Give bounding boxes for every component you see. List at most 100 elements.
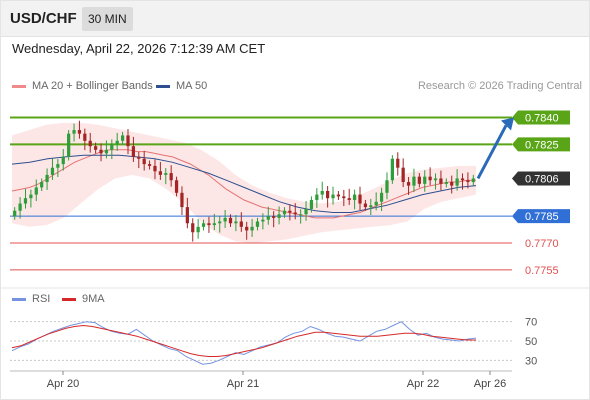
level-label-0.7755: 0.7755 (525, 265, 559, 277)
candle-body (385, 180, 389, 193)
candle-body (94, 146, 98, 150)
rsi-ma-label: 9MA (82, 293, 105, 305)
chart-header: USD/CHF 30 MIN (0, 0, 590, 37)
candle-body (239, 221, 243, 227)
candle-body (201, 223, 206, 227)
x-tick-label-Apr-22: Apr 22 (407, 378, 439, 390)
candle-body (304, 208, 308, 215)
candle-body (369, 205, 373, 208)
candle-body (412, 176, 416, 186)
legend-ma50: MA 50 (156, 80, 207, 92)
candle-body (423, 176, 427, 184)
ma20-line (11, 149, 476, 219)
candle-body (131, 146, 136, 157)
projection-arrow-head (501, 117, 514, 131)
rsi-tick-70: 70 (525, 317, 537, 329)
candle-body (444, 182, 448, 184)
candle-body (401, 167, 405, 183)
candle-body (433, 178, 438, 181)
candle-body (245, 226, 249, 231)
candle-body (466, 180, 470, 183)
legend-rsi: RSI (12, 293, 50, 305)
level-tag-0.7825 (512, 137, 570, 152)
candle-body (342, 196, 346, 199)
candle-body (169, 173, 173, 181)
level-tag-0.7840 (512, 110, 570, 125)
candle-body (406, 182, 411, 186)
candle-body (40, 182, 44, 188)
candle-body (196, 226, 200, 233)
candle-body (13, 210, 17, 217)
candle-body (234, 221, 238, 224)
ma50-label: MA 50 (176, 80, 208, 92)
candle-body (191, 223, 195, 233)
candle-body (137, 156, 141, 159)
symbol-label: USD/CHF (10, 10, 77, 27)
rsi-tick-50: 50 (525, 336, 537, 348)
rsi-swatch (12, 297, 26, 301)
candle-body (277, 214, 281, 218)
x-tick-label-Apr-20: Apr 20 (47, 378, 79, 390)
candle-body (120, 135, 125, 141)
candle-body (104, 149, 109, 154)
level-label-0.7840: 0.7840 (525, 113, 559, 125)
candle-body (153, 165, 157, 172)
legend-ma20: MA 20 + Bollinger Bands (12, 80, 153, 92)
candle-body (417, 176, 421, 184)
level-label-0.7806: 0.7806 (525, 173, 559, 185)
candle-body (115, 140, 119, 145)
candle-body (99, 149, 103, 154)
level-label-0.7770: 0.7770 (525, 238, 559, 250)
candle-body (439, 178, 443, 184)
candle-body (299, 214, 303, 216)
candle-body (50, 167, 55, 175)
candle-body (363, 203, 368, 208)
candle-body (207, 223, 211, 226)
candle-body (185, 207, 189, 224)
candle-body (61, 156, 65, 165)
candle-body (126, 135, 130, 147)
level-tag-0.7785 (512, 209, 570, 224)
candle-body (266, 216, 270, 220)
candle-body (174, 180, 179, 193)
candle-body (379, 192, 384, 202)
bollinger-band (12, 122, 476, 243)
candle-body (158, 171, 162, 175)
level-tag-0.7806 (512, 171, 570, 186)
candle-body (212, 223, 216, 226)
timestamp: Wednesday, April 22, 2026 7:12:39 AM CET (12, 41, 266, 56)
candle-body (77, 130, 82, 134)
level-label-0.7825: 0.7825 (525, 139, 559, 151)
candle-body (358, 194, 362, 204)
candle-body (315, 194, 319, 200)
candle-body (142, 158, 146, 165)
candle-body (255, 221, 260, 227)
candle-body (450, 182, 454, 186)
timeframe-badge[interactable]: 30 MIN (82, 7, 133, 31)
candle-body (223, 217, 227, 222)
candle-body (309, 199, 314, 209)
rsi-ma-swatch (62, 297, 76, 301)
candle-body (164, 173, 168, 175)
candle-body (347, 198, 351, 200)
candle-body (218, 221, 222, 224)
rsi-ma-line (11, 324, 476, 357)
legend-rsi-ma: 9MA (62, 293, 105, 305)
candle-body (83, 133, 87, 141)
candle-body (326, 191, 330, 199)
candle-body (455, 178, 459, 186)
candle-body (261, 219, 265, 222)
candle-body (288, 210, 292, 213)
rsi-tick-30: 30 (525, 355, 537, 367)
candle-body (67, 133, 71, 157)
candle-body (72, 130, 76, 134)
ma50-swatch (156, 84, 170, 88)
candle-body (471, 178, 475, 183)
ma50-line (11, 154, 477, 213)
candle-body (147, 164, 152, 166)
candle-body (396, 158, 400, 168)
rsi-line (11, 321, 477, 365)
projection-arrow-shaft (476, 124, 508, 180)
candle-body (331, 194, 335, 199)
